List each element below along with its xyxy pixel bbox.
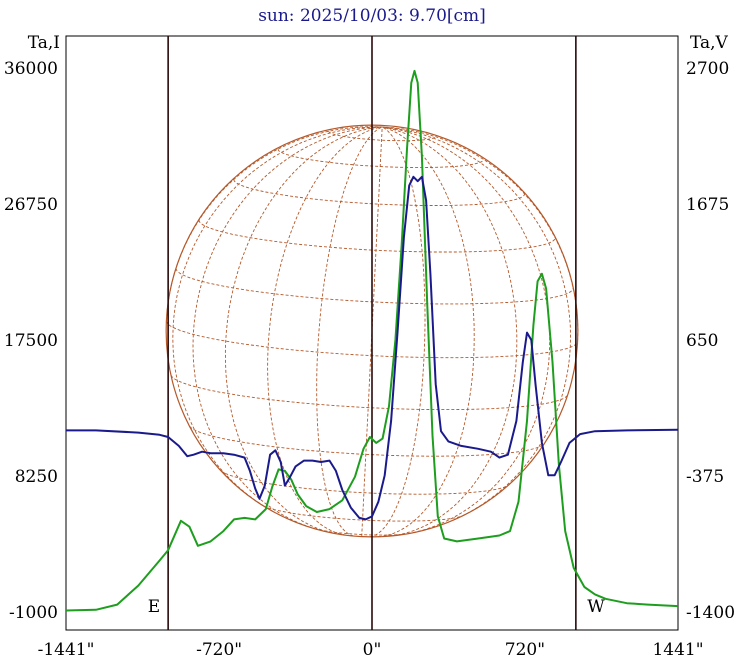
y-left-tick-label: 8250 [15, 467, 58, 487]
latitude-line [263, 505, 463, 522]
latitude-line [328, 131, 436, 142]
y-right-tick-label: 2700 [686, 59, 729, 79]
longitude-line [377, 126, 475, 538]
y-left-tick-labels: 36000 26750 17500 8250 -1000 [4, 59, 58, 623]
latitude-line [277, 148, 485, 169]
y-right-tick-label: -375 [686, 467, 724, 487]
longitude-line [172, 126, 383, 512]
series-blue-line [66, 175, 679, 521]
longitude-line [267, 126, 383, 536]
longitude-line [316, 126, 383, 537]
y-left-tick-label: -1000 [9, 603, 58, 623]
y-left-tick-label: 17500 [4, 331, 58, 351]
latitude-line [233, 179, 526, 206]
x-tick-labels: -1441" -720" 0" 720" 1441" [38, 640, 704, 660]
y-right-tick-label: -1400 [686, 603, 735, 623]
longitude-line [192, 126, 383, 530]
x-tick-label: 720" [505, 640, 545, 660]
longitude-line [382, 126, 518, 537]
longitude-line [369, 126, 426, 538]
latitude-line [189, 426, 545, 457]
y-right-tick-label: 1675 [686, 195, 729, 215]
y-left-tick-label: 36000 [4, 59, 58, 79]
x-tick-label: -720" [196, 640, 242, 660]
longitude-line [224, 126, 383, 534]
y-right-label: Ta,V [690, 33, 729, 53]
longitude-line [382, 126, 571, 521]
limb-lines [167, 36, 577, 630]
x-tick-label: 1441" [652, 640, 703, 660]
chart-title: sun: 2025/10/03: 9.70[cm] [258, 6, 486, 26]
series-lines [65, 69, 679, 612]
longitude-line [165, 126, 383, 321]
west-limb-label: W [587, 597, 605, 617]
y-left-label: Ta,I [28, 33, 60, 53]
y-left-tick-label: 26750 [4, 195, 58, 215]
y-right-tick-label: 650 [686, 331, 718, 351]
x-tick-label: 0" [363, 640, 382, 660]
y-right-tick-labels: 2700 1675 650 -375 -1400 [686, 59, 735, 623]
latitude-line [220, 470, 509, 495]
latitude-line [198, 219, 556, 253]
latitude-line [165, 320, 579, 359]
east-limb-label: E [148, 597, 160, 617]
latitude-line [314, 528, 410, 536]
x-tick-label: -1441" [38, 640, 95, 660]
longitude-line [382, 126, 551, 535]
series-green-line [65, 69, 679, 612]
